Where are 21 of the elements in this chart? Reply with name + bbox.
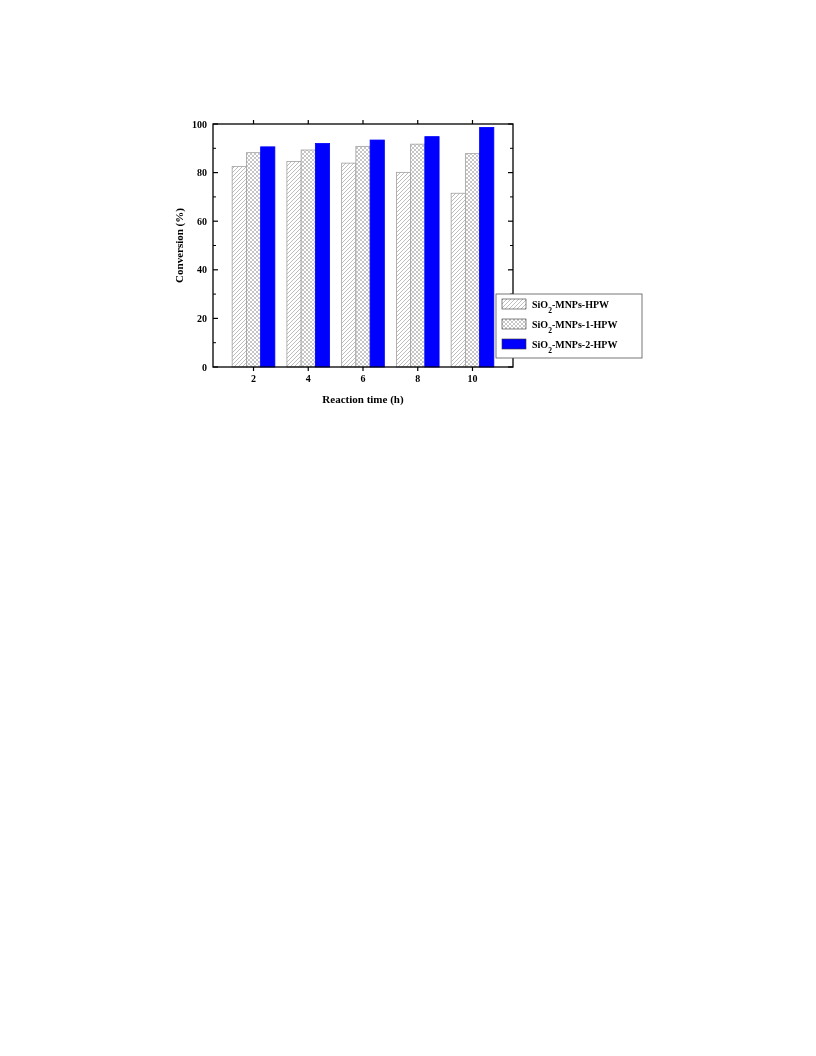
bar (260, 146, 276, 368)
y-tick-label: 60 (197, 215, 207, 227)
y-tick-label: 40 (197, 264, 207, 276)
x-tick-label: 8 (415, 373, 421, 384)
x-tick-label: 10 (467, 373, 478, 384)
bar (369, 139, 385, 368)
x-tick-label: 4 (305, 373, 311, 384)
x-axis-title: Reaction time (h) (322, 393, 404, 406)
legend-label: SiO$_{2}$-MNPs-HPW (532, 298, 610, 314)
bar (424, 136, 440, 368)
y-tick-label: 20 (197, 312, 207, 324)
bar (314, 143, 331, 368)
legend-label: SiO$_{2}$-MNPs-2-HPW (532, 338, 618, 354)
y-axis-title: Conversion (%) (173, 207, 186, 283)
y-tick-label: 100 (192, 118, 207, 130)
x-tick-label: 2 (251, 373, 257, 384)
y-tick-label: 80 (197, 167, 207, 179)
y-tick-label: 0 (202, 361, 207, 373)
bar (479, 127, 495, 368)
legend-label: SiO$_{2}$-MNPs-1-HPW (532, 318, 618, 334)
x-tick-label: 6 (360, 373, 366, 384)
